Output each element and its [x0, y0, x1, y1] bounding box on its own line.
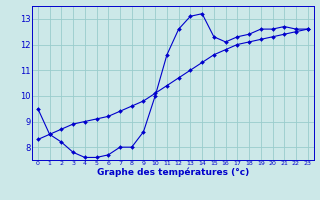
X-axis label: Graphe des températures (°c): Graphe des températures (°c) — [97, 168, 249, 177]
